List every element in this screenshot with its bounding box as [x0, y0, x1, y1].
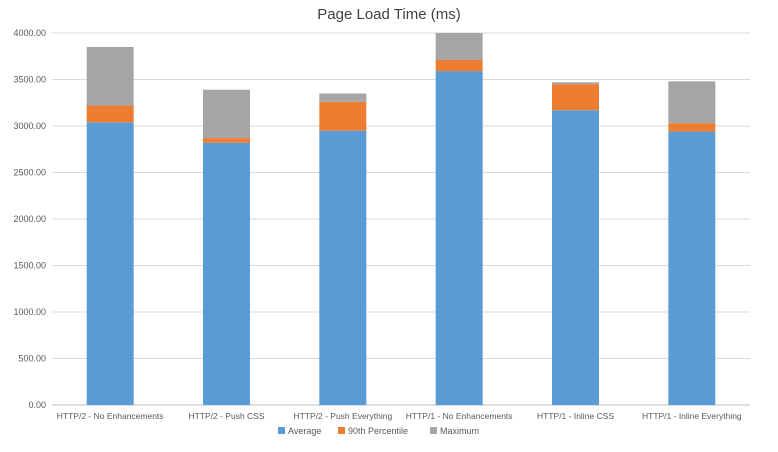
bar-segment	[203, 89, 250, 139]
bar-segment	[552, 82, 599, 85]
legend-label: 90th Percentile	[348, 426, 408, 436]
legend-swatch	[278, 427, 285, 434]
bar-segment	[435, 59, 483, 72]
bar-segment	[203, 142, 250, 406]
bar-segment	[319, 130, 367, 405]
bars	[86, 33, 716, 406]
x-category-label: HTTP/2 - No Enhancements	[57, 411, 164, 421]
bar-segment	[319, 101, 367, 131]
bar-segment	[86, 122, 134, 405]
x-category-label: HTTP/1 - Inline CSS	[537, 411, 614, 421]
bar-segment	[668, 81, 716, 124]
legend: Average 90th Percentile Maximum	[278, 426, 479, 436]
bar-segment	[435, 33, 483, 60]
y-tick-label: 3500.00	[13, 75, 46, 85]
legend-swatch	[430, 427, 437, 434]
y-tick-label: 0.00	[28, 400, 46, 410]
bar-segment	[668, 131, 716, 405]
x-category-label: HTTP/2 - Push Everything	[293, 411, 392, 421]
x-axis-category-labels: HTTP/2 - No Enhancements HTTP/2 - Push CS…	[57, 411, 742, 421]
y-tick-label: 1000.00	[13, 307, 46, 317]
y-tick-label: 1500.00	[13, 261, 46, 271]
legend-label: Maximum	[440, 426, 479, 436]
bar-segment	[86, 46, 134, 106]
bar-segment	[203, 138, 250, 143]
chart-title: Page Load Time (ms)	[317, 6, 460, 23]
y-tick-label: 2500.00	[13, 168, 46, 178]
gridlines	[52, 32, 750, 406]
legend-label: Average	[288, 426, 321, 436]
x-category-label: HTTP/1 - No Enhancements	[406, 411, 513, 421]
legend-swatch	[338, 427, 345, 434]
bar-segment	[86, 105, 134, 123]
x-category-label: HTTP/1 - Inline Everything	[642, 411, 742, 421]
x-category-label: HTTP/2 - Push CSS	[188, 411, 264, 421]
y-tick-label: 4000.00	[13, 28, 46, 38]
bar-segment	[668, 123, 716, 132]
bar-segment	[435, 71, 483, 405]
bar-segment	[552, 84, 599, 111]
y-axis-tick-labels: 0.00 500.00 1000.00 1500.00 2000.00 2500.00 30…	[13, 28, 46, 410]
y-tick-label: 2000.00	[13, 214, 46, 224]
y-tick-label: 500.00	[18, 354, 46, 364]
bar-segment	[552, 110, 599, 405]
bar-segment	[319, 93, 367, 102]
y-tick-label: 3000.00	[13, 121, 46, 131]
